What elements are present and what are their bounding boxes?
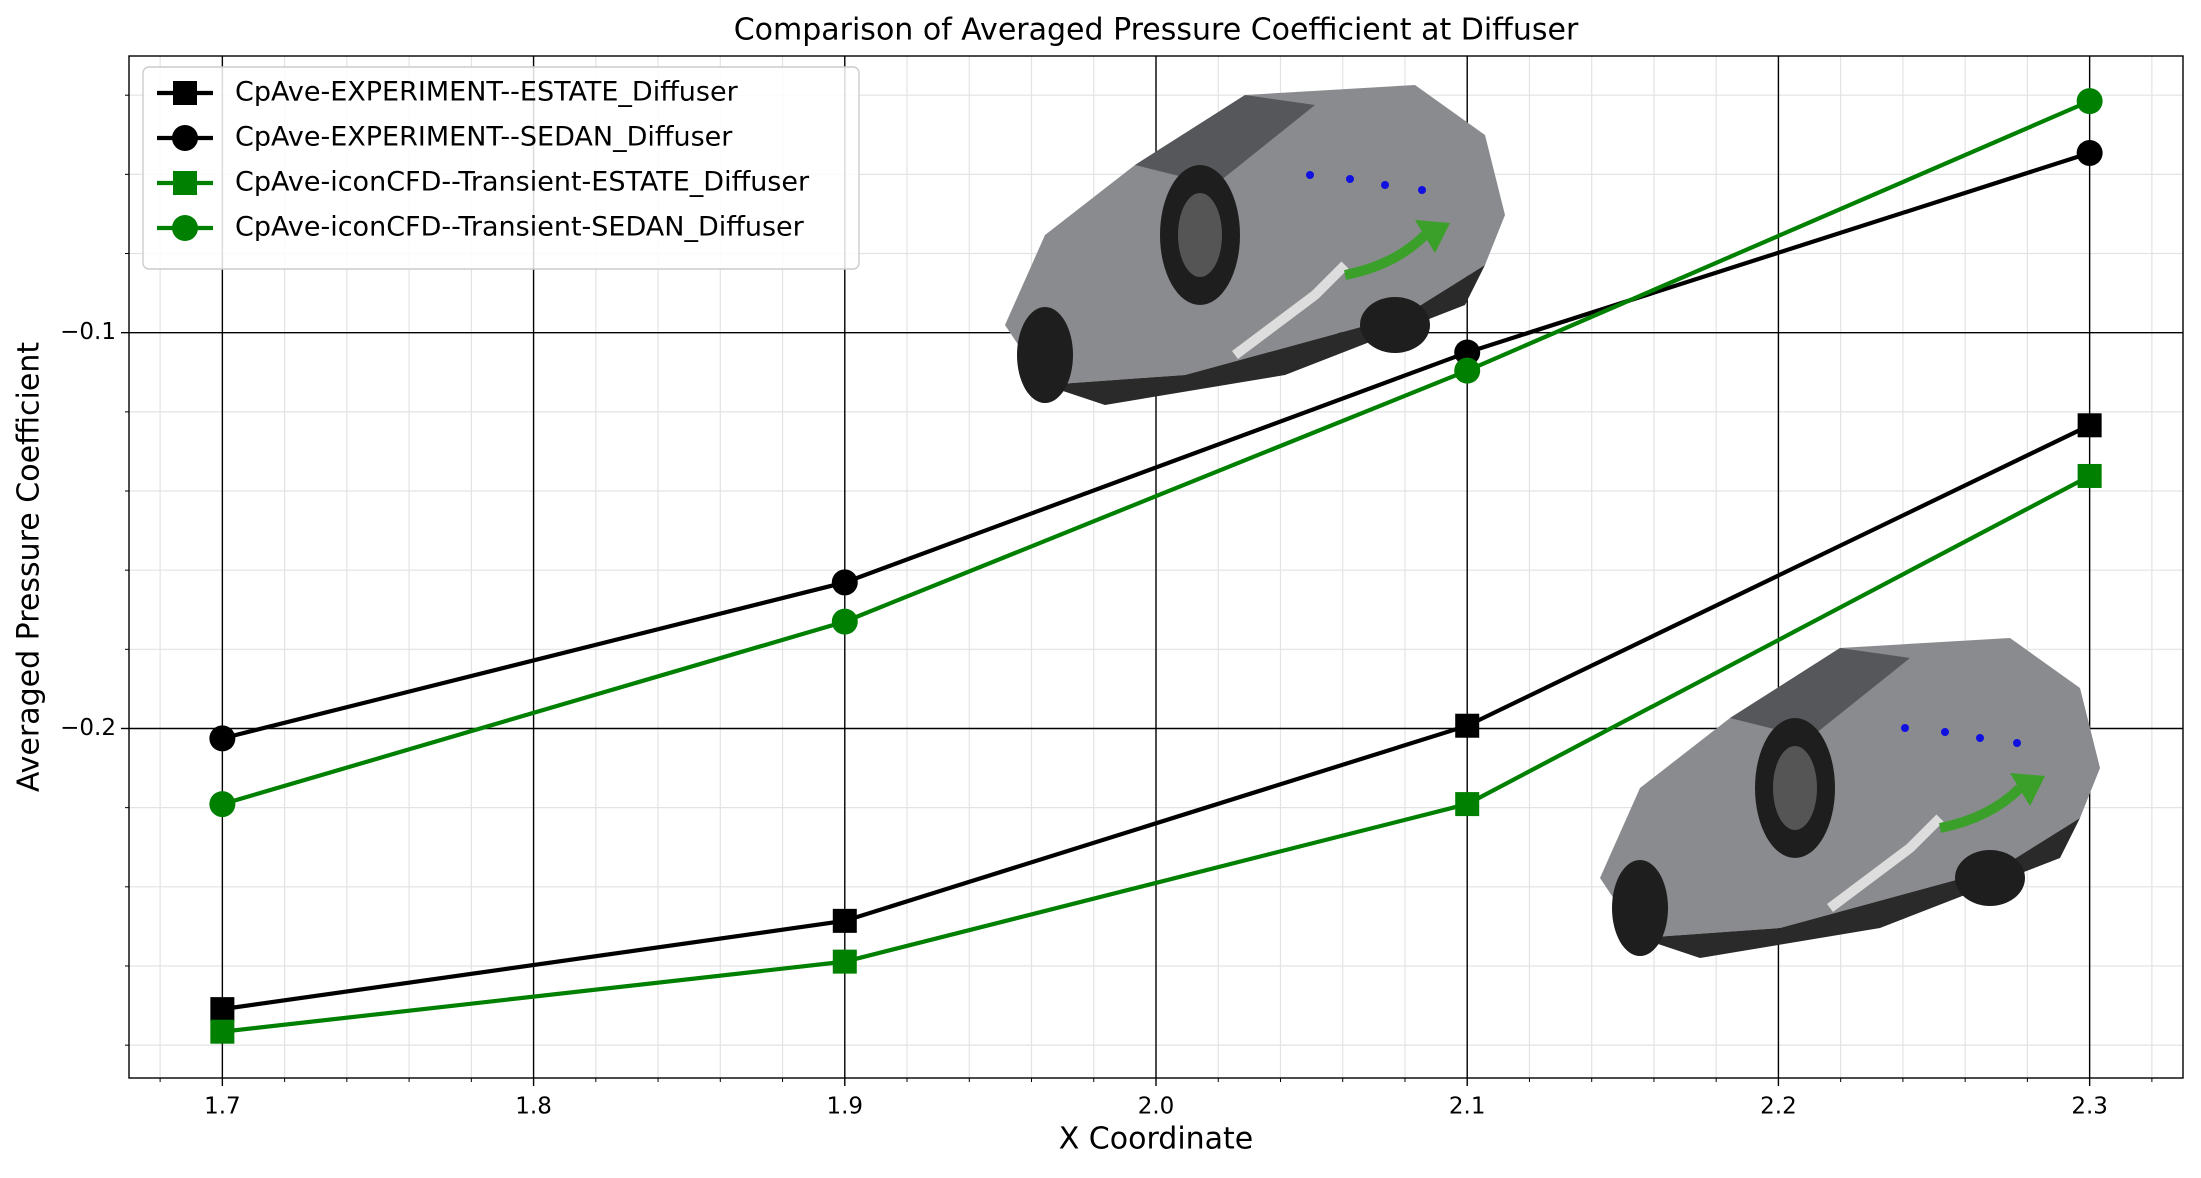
legend-marker [173,171,197,195]
legend-marker [172,125,198,151]
x-tick-label: 1.9 [826,1094,863,1120]
marker [1454,357,1481,384]
x-tick-label: 1.8 [515,1094,552,1120]
marker [209,791,236,818]
marker [831,608,858,635]
marker [1454,339,1481,366]
legend-frame [142,66,860,270]
marker [2077,413,2102,438]
series-line [222,474,2091,1034]
marker [1455,792,1480,817]
legend-label: CpAve-EXPERIMENT--SEDAN_Diffuser [235,122,733,153]
y-tick-label: −0.2 [60,715,116,741]
legend-marker [172,215,198,241]
series-line [221,99,2091,807]
series-line [222,423,2091,1012]
x-tick-label: 2.3 [2071,1094,2108,1120]
legend: CpAve-EXPERIMENT--ESTATE_Diffuser CpAve-E… [142,66,860,270]
legend-label: CpAve-iconCFD--Transient-ESTATE_Diffuser [235,167,810,198]
marker [832,949,857,974]
marker [2077,463,2102,488]
x-tick-label: 1.7 [204,1094,241,1120]
y-axis-label: Averaged Pressure Coefficient [12,342,47,792]
x-axis-label: X Coordinate [1059,1122,1254,1157]
marker [1455,713,1480,738]
x-tick-label: 2.2 [1760,1094,1797,1120]
marker [209,725,236,752]
chart-title: Comparison of Averaged Pressure Coeffici… [734,13,1579,48]
legend-label: CpAve-iconCFD--Transient-SEDAN_Diffuser [235,212,805,243]
legend-label: CpAve-EXPERIMENT--ESTATE_Diffuser [235,77,739,108]
series-line [221,150,2091,741]
car-image [1600,638,2100,958]
marker [210,1019,235,1044]
marker [832,908,857,933]
marker [2076,139,2103,166]
x-tick-label: 2.0 [1138,1094,1175,1120]
x-tick-label: 2.1 [1449,1094,1486,1120]
car-image [1005,85,1505,405]
marker [831,569,858,596]
y-tick-label: −0.1 [60,319,116,345]
plot-frame [128,55,2184,1079]
legend-marker [173,81,197,105]
marker [2076,88,2103,115]
marker [210,997,235,1022]
